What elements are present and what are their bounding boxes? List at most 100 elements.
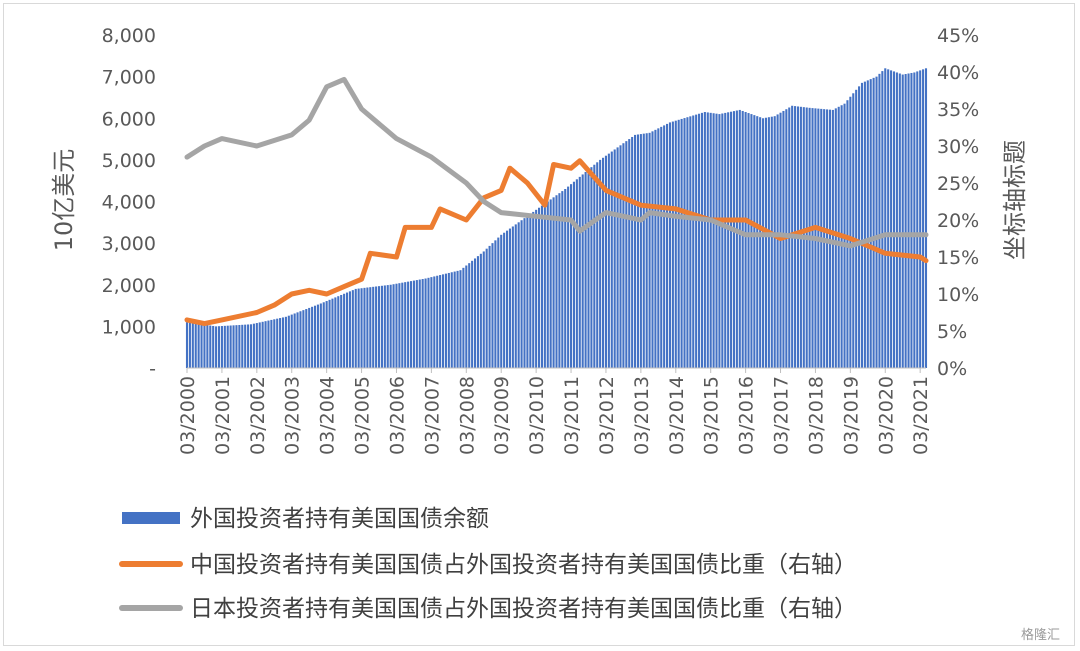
bar xyxy=(901,74,904,368)
bar xyxy=(910,72,913,368)
bar xyxy=(404,282,407,368)
bar xyxy=(421,279,424,368)
bar xyxy=(258,322,261,368)
bar xyxy=(834,108,837,369)
bar xyxy=(616,147,619,368)
x-tick-label: 03/2014 xyxy=(666,376,688,455)
bar xyxy=(674,120,677,369)
y-right-tick-label: 35% xyxy=(937,99,979,121)
bar xyxy=(319,303,322,368)
bar xyxy=(462,267,465,368)
bar xyxy=(494,240,497,368)
bar xyxy=(471,260,474,368)
bar xyxy=(436,275,439,368)
bar xyxy=(517,222,520,368)
bar xyxy=(386,285,389,368)
bar xyxy=(191,323,194,368)
bar xyxy=(738,109,741,369)
bar xyxy=(206,325,209,368)
bar xyxy=(459,270,462,368)
bar xyxy=(209,325,212,368)
y-right-tick-label: 30% xyxy=(937,136,979,158)
bar xyxy=(485,248,488,368)
bar xyxy=(846,100,849,369)
bar xyxy=(721,113,724,369)
y-left-tick-label: 5,000 xyxy=(102,150,156,172)
bar xyxy=(686,117,689,369)
bar xyxy=(325,301,328,368)
bar xyxy=(511,226,514,368)
x-tick-label: 03/2009 xyxy=(491,376,513,455)
bar xyxy=(727,112,730,368)
bar xyxy=(546,201,549,368)
bar xyxy=(581,174,584,368)
bar xyxy=(252,323,255,368)
bar xyxy=(194,323,197,368)
line-series xyxy=(184,76,929,327)
bar xyxy=(380,285,383,368)
y-left-tick-label: - xyxy=(149,358,156,380)
bar xyxy=(552,197,555,368)
bar xyxy=(770,116,773,368)
bar xyxy=(247,324,250,368)
bar xyxy=(212,325,215,368)
bar xyxy=(412,280,415,368)
bar xyxy=(858,86,861,368)
bar xyxy=(549,199,552,368)
bar xyxy=(523,218,526,368)
x-tick-label: 03/2004 xyxy=(317,376,339,455)
bar xyxy=(439,275,442,368)
bar xyxy=(505,230,509,368)
bar xyxy=(444,273,447,368)
bar xyxy=(270,319,273,368)
bar xyxy=(753,115,756,368)
bar xyxy=(625,141,628,368)
chart-frame xyxy=(3,3,1075,646)
bar xyxy=(543,203,546,368)
china-share-line xyxy=(184,158,929,327)
bar xyxy=(639,134,642,368)
bar xyxy=(203,324,206,368)
bar xyxy=(732,111,736,369)
bar xyxy=(238,324,241,368)
bar xyxy=(200,324,203,368)
bar xyxy=(433,276,436,368)
bar xyxy=(389,284,392,368)
bar xyxy=(904,74,907,369)
bar xyxy=(724,112,727,369)
bar xyxy=(572,181,575,368)
y-right-tick-label: 5% xyxy=(937,321,967,343)
bar xyxy=(922,69,925,368)
bar xyxy=(476,256,479,368)
bar xyxy=(226,325,229,368)
x-tick-label: 03/2017 xyxy=(771,376,793,455)
x-tick-label: 03/2005 xyxy=(352,376,374,455)
bar xyxy=(447,272,450,368)
bar xyxy=(660,126,663,369)
y-right-ticks: 0% 5% 10% 15% 20% 25% 30% 35% 40% 45% xyxy=(937,25,979,380)
bar xyxy=(648,132,651,368)
x-tick-label: 03/2015 xyxy=(701,376,723,455)
bar xyxy=(895,72,898,369)
bar xyxy=(366,287,369,368)
bar xyxy=(872,77,875,369)
bar xyxy=(613,149,616,368)
bar xyxy=(776,114,779,369)
bar xyxy=(296,312,299,368)
bar xyxy=(529,213,532,368)
bar xyxy=(593,164,596,368)
y-left-tick-label: 8,000 xyxy=(102,25,156,47)
x-tick-label: 03/2012 xyxy=(596,376,618,455)
bar xyxy=(683,118,686,368)
bar xyxy=(345,292,349,368)
bar xyxy=(491,243,494,369)
bar xyxy=(328,299,331,368)
bar xyxy=(561,191,564,368)
bar xyxy=(759,117,762,369)
bar xyxy=(395,283,398,368)
bar xyxy=(741,110,744,368)
bar xyxy=(668,122,672,368)
bar xyxy=(860,82,864,369)
bar xyxy=(418,279,421,368)
